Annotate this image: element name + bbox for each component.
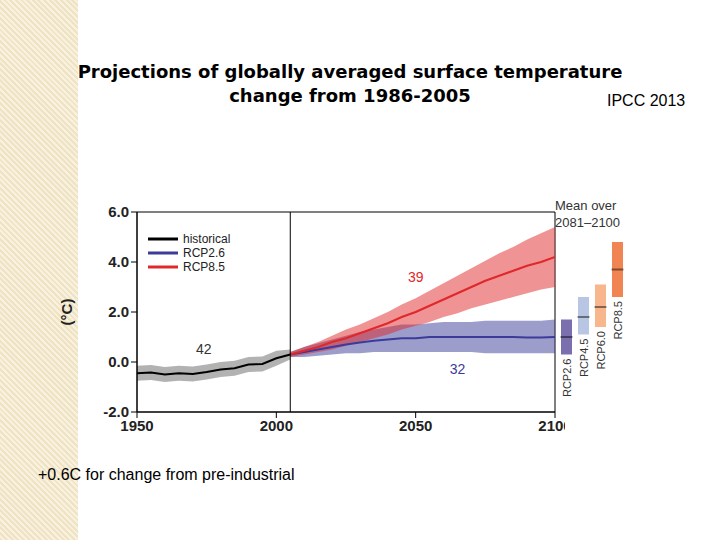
svg-text:2.0: 2.0 xyxy=(108,303,129,320)
svg-text:2050: 2050 xyxy=(399,417,432,434)
html-text:Projections of globally averag: Projections of globally averaged surface… xyxy=(77,61,623,106)
svg-text:32: 32 xyxy=(450,361,466,377)
svg-text:4.0: 4.0 xyxy=(108,253,129,270)
svg-text:2000: 2000 xyxy=(260,417,293,434)
html-text:RCP8.5: RCP8.5 xyxy=(183,260,225,274)
svg-text:1950: 1950 xyxy=(120,416,154,434)
svg-text:RCP8.5: RCP8.5 xyxy=(612,301,624,340)
svg-text:RCP2.6: RCP2.6 xyxy=(561,359,573,398)
svg-text:0.0: 0.0 xyxy=(108,353,129,370)
html-text:Mean over 2081–2100: Mean over 2081–2100 xyxy=(555,198,621,230)
html-text:RCP2.6: RCP2.6 xyxy=(183,246,225,260)
svg-text:RCP4.5: RCP4.5 xyxy=(578,339,590,378)
svg-text:-2.0: -2.0 xyxy=(103,403,129,420)
svg-text:RCP6.0: RCP6.0 xyxy=(595,331,607,370)
svg-text:(°C): (°C) xyxy=(58,299,75,326)
html-text:+0.6C for change from pre-indu: +0.6C for change from pre-industrial xyxy=(38,466,295,483)
svg-text:42: 42 xyxy=(196,341,212,357)
html-text:historical: historical xyxy=(183,232,231,246)
svg-text:39: 39 xyxy=(408,269,424,285)
html-text:IPCC 2013: IPCC 2013 xyxy=(607,92,686,109)
svg-text:2100: 2100 xyxy=(538,417,565,434)
svg-text:6.0: 6.0 xyxy=(108,203,129,220)
